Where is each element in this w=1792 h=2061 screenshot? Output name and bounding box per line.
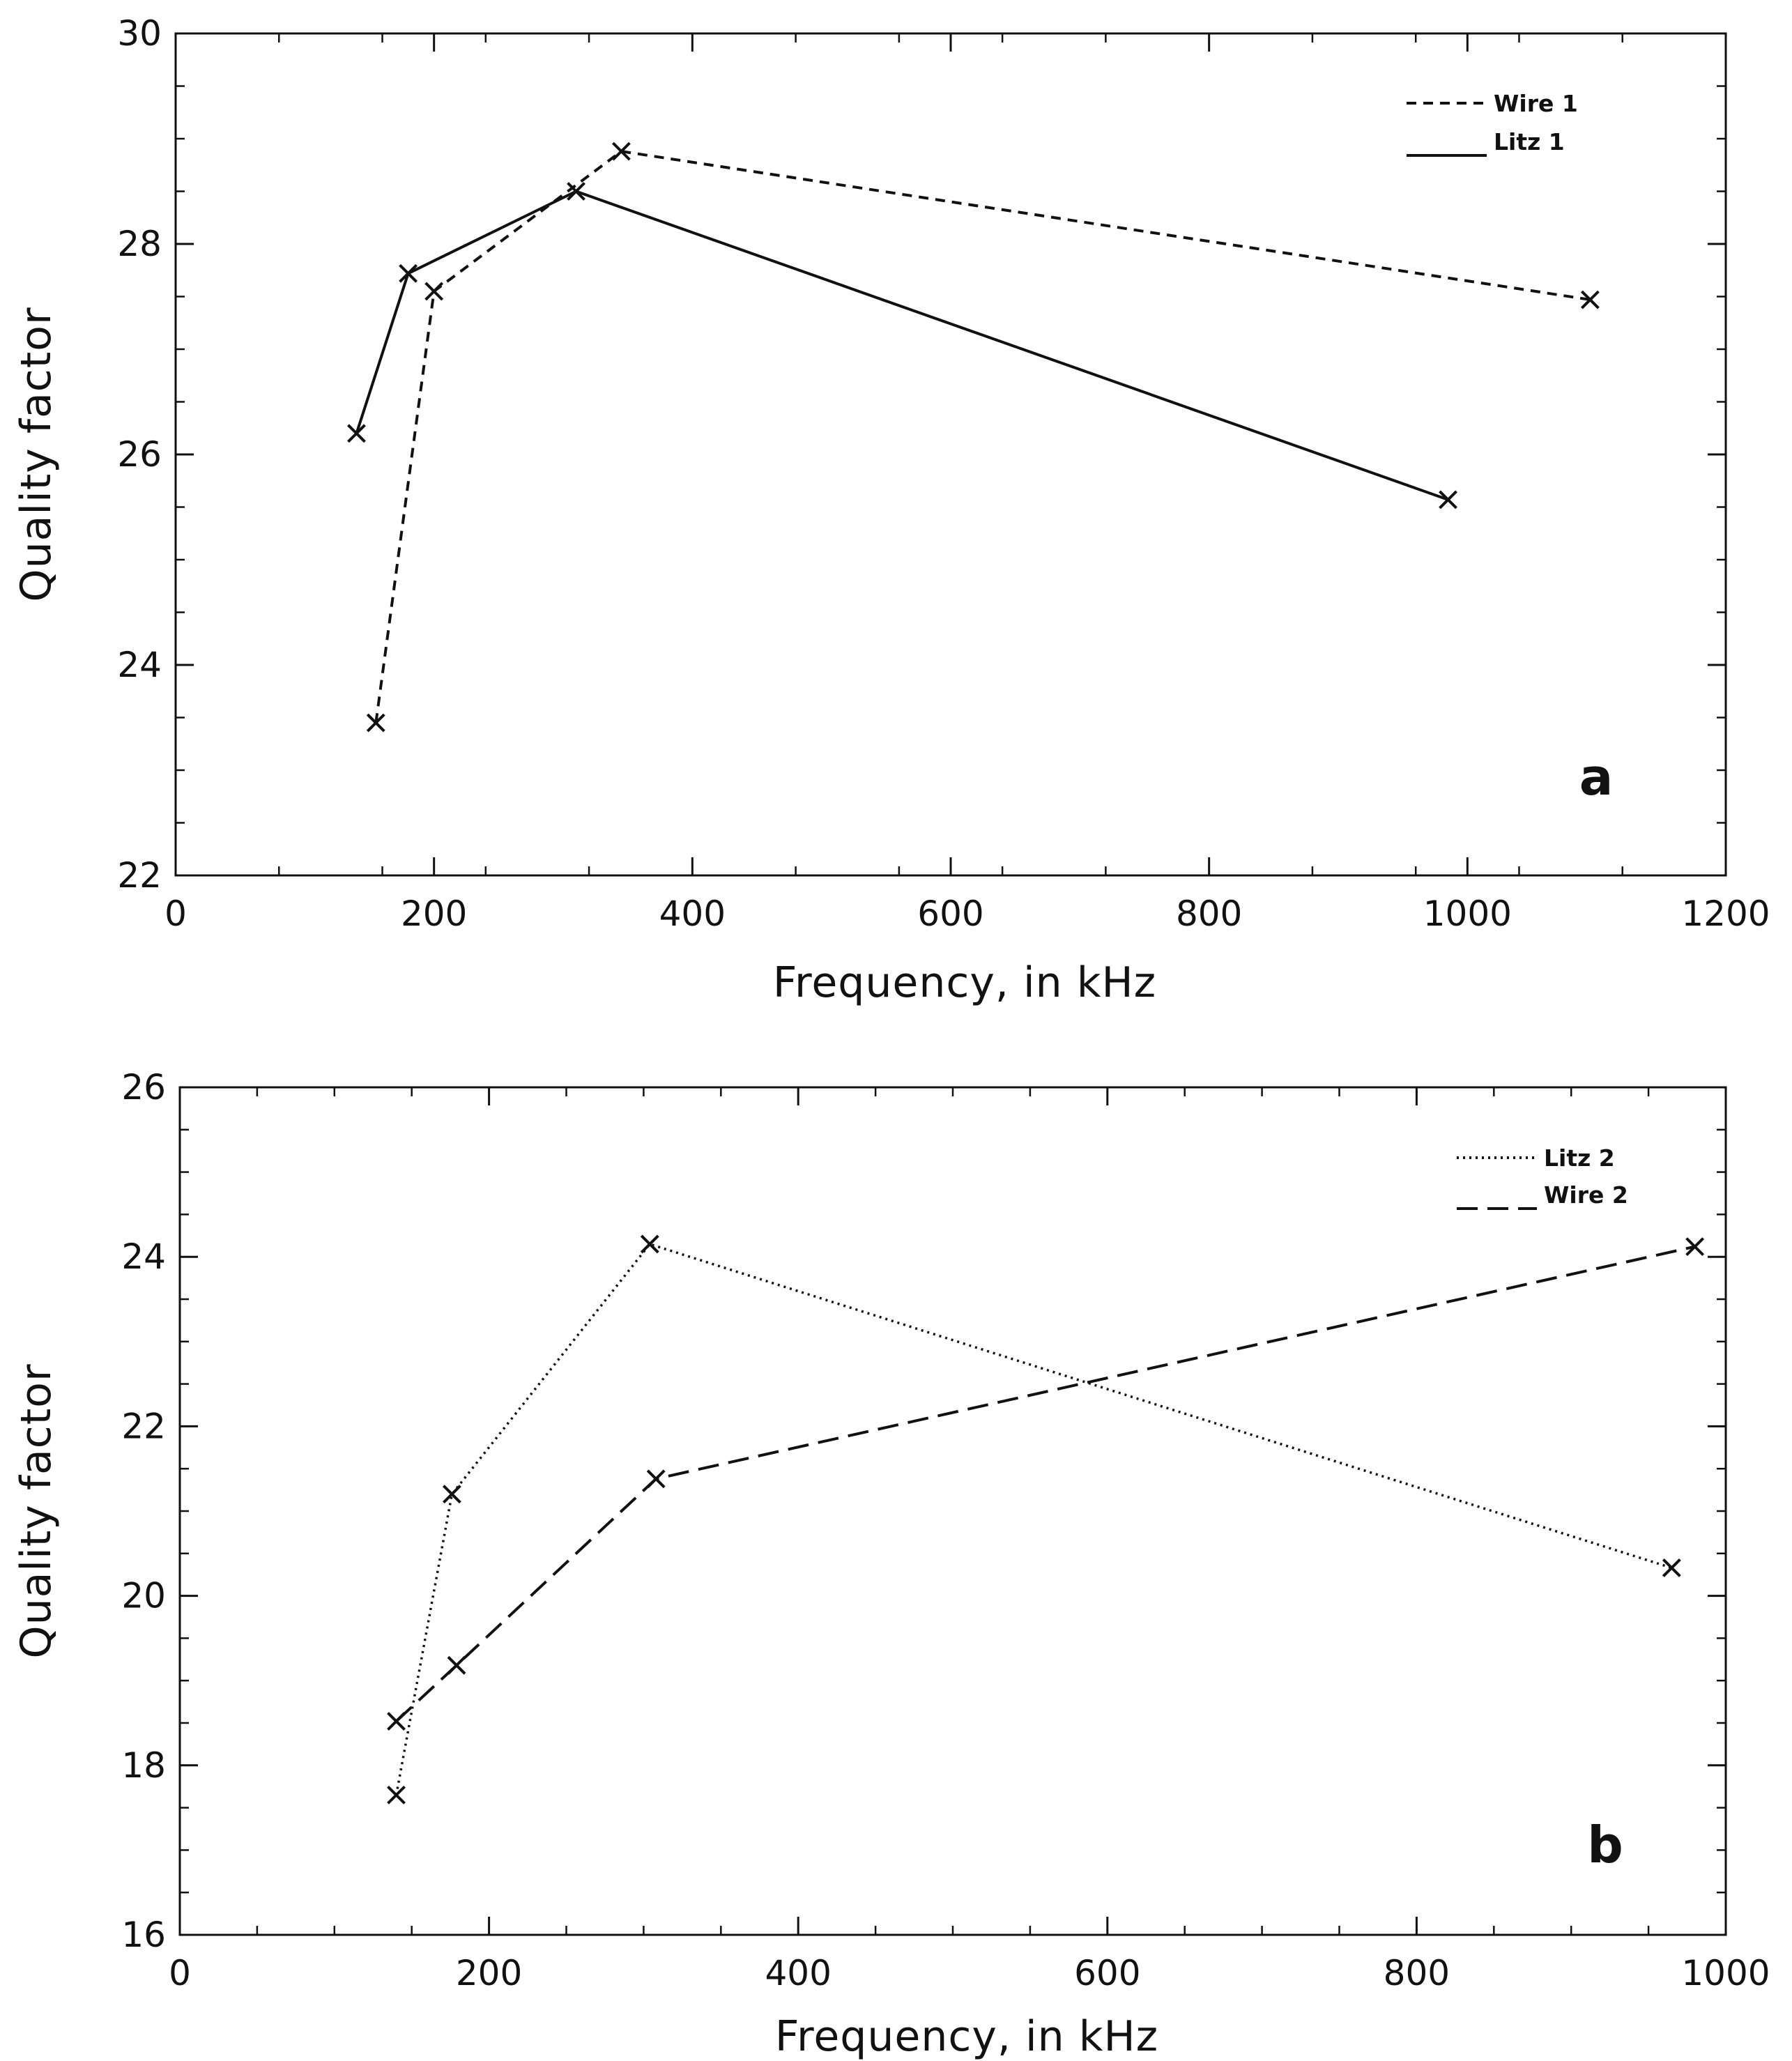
panel-a-x-tick-label: 800 bbox=[1176, 894, 1242, 934]
panel-a-x-tick-label: 1200 bbox=[1681, 894, 1770, 934]
panel-a-panel-letter: a bbox=[1579, 748, 1614, 806]
panel-b-x-tick-label: 200 bbox=[456, 1953, 522, 1993]
panel-b-y-axis-title: Quality factor bbox=[12, 1363, 61, 1658]
panel-a-series-litz-1-point-marker bbox=[567, 182, 585, 201]
panel-a-legend: Wire 1 Litz 1 bbox=[1407, 90, 1578, 157]
panel-b-series-litz-2-point-marker bbox=[640, 1234, 659, 1254]
panel-a-series-wire-1-line bbox=[374, 150, 1591, 723]
panel-b-series-wire-2-point-marker bbox=[447, 1655, 466, 1675]
panel-b-series-wire-2-point-marker bbox=[646, 1469, 666, 1489]
panel-b-legend: Litz 2 Wire 2 bbox=[1457, 1144, 1628, 1210]
panel-b-y-tick-label: 18 bbox=[121, 1745, 166, 1786]
panel-b-series-wire-2-point-marker bbox=[387, 1712, 406, 1731]
panel-b-x-tick-label: 0 bbox=[169, 1953, 191, 1993]
panel-b-x-tick-label: 400 bbox=[765, 1953, 831, 1993]
panel-a-y-tick-label: 28 bbox=[117, 224, 162, 264]
panel-b-y-tick-label: 24 bbox=[121, 1236, 166, 1277]
panel-a-series-wire-1-point-marker bbox=[611, 141, 631, 161]
panel-a-legend-label-1: Wire 1 bbox=[1494, 90, 1578, 117]
panel-b-y-tick-label: 20 bbox=[121, 1576, 166, 1616]
panel-b-x-tick-label: 1000 bbox=[1681, 1953, 1770, 1993]
panel-b-y-tick-label: 26 bbox=[121, 1067, 166, 1108]
panel-a-x-tick-label: 600 bbox=[917, 894, 983, 934]
panel-a-y-axis-title: Quality factor bbox=[12, 307, 61, 602]
panel-a-series-litz-1-point-marker bbox=[347, 424, 366, 443]
panel-a-x-axis-title: Frequency, in kHz bbox=[773, 958, 1156, 1007]
panel-b-y-tick-label: 22 bbox=[121, 1406, 166, 1446]
panel-b-series-wire-2-point-marker bbox=[1685, 1237, 1705, 1257]
panel-a-series-wire-1-point-marker bbox=[366, 713, 385, 733]
panel-b-y-tick-label: 16 bbox=[121, 1915, 166, 1955]
panel-b-series-wire-2 bbox=[387, 1237, 1705, 1731]
chart-panel-a: 0 200 400 600 800 1000 1200 22 24 26 28 30 Frequency… bbox=[12, 13, 1770, 1007]
panel-a-y-tick-label: 24 bbox=[117, 645, 162, 685]
panel-a-y-tick-label: 26 bbox=[117, 434, 162, 475]
panel-b-series-litz-2-point-marker bbox=[1662, 1558, 1681, 1577]
panel-b-series-litz-2-point-marker bbox=[442, 1485, 461, 1504]
panel-a-series-wire-1-point-marker bbox=[424, 282, 444, 301]
panel-a-series-litz-1-point-marker bbox=[399, 263, 418, 283]
panel-a-x-tick-label: 0 bbox=[164, 894, 187, 934]
panel-a-legend-label-2: Litz 1 bbox=[1494, 128, 1565, 155]
panel-b-legend-label-1: Litz 2 bbox=[1544, 1144, 1615, 1172]
panel-a-x-tick-label: 200 bbox=[401, 894, 467, 934]
panel-b-series-litz-2-line bbox=[395, 1243, 1672, 1795]
panel-b-x-tick-label: 600 bbox=[1074, 1953, 1140, 1993]
panel-a-series-wire-1-point-marker bbox=[1580, 290, 1600, 309]
panel-b-series-litz-2 bbox=[387, 1234, 1681, 1805]
panel-b-series-wire-2-line bbox=[395, 1245, 1696, 1723]
panel-b-panel-letter: b bbox=[1587, 1816, 1623, 1874]
panel-a-x-tick-label: 400 bbox=[659, 894, 726, 934]
panel-a-x-tick-label: 1000 bbox=[1423, 894, 1512, 934]
panel-b-series-litz-2-point-marker bbox=[387, 1785, 406, 1805]
panel-b-legend-label-2: Wire 2 bbox=[1544, 1181, 1628, 1209]
panel-a-y-tick-label: 22 bbox=[117, 855, 162, 896]
panel-b-x-axis-title: Frequency, in kHz bbox=[775, 2012, 1158, 2061]
panel-a-series-litz-1 bbox=[347, 182, 1457, 509]
chart-panel-b: 0 200 400 600 800 1000 16 18 20 22 24 26 Frequency, … bbox=[12, 1067, 1770, 2061]
panel-b-x-tick-label: 800 bbox=[1384, 1953, 1450, 1993]
panel-a-series-litz-1-point-marker bbox=[1439, 490, 1457, 509]
panel-a-series-litz-1-line bbox=[355, 190, 1449, 501]
panel-a-y-tick-label: 30 bbox=[117, 13, 162, 54]
panel-a-series-wire-1 bbox=[366, 141, 1600, 733]
